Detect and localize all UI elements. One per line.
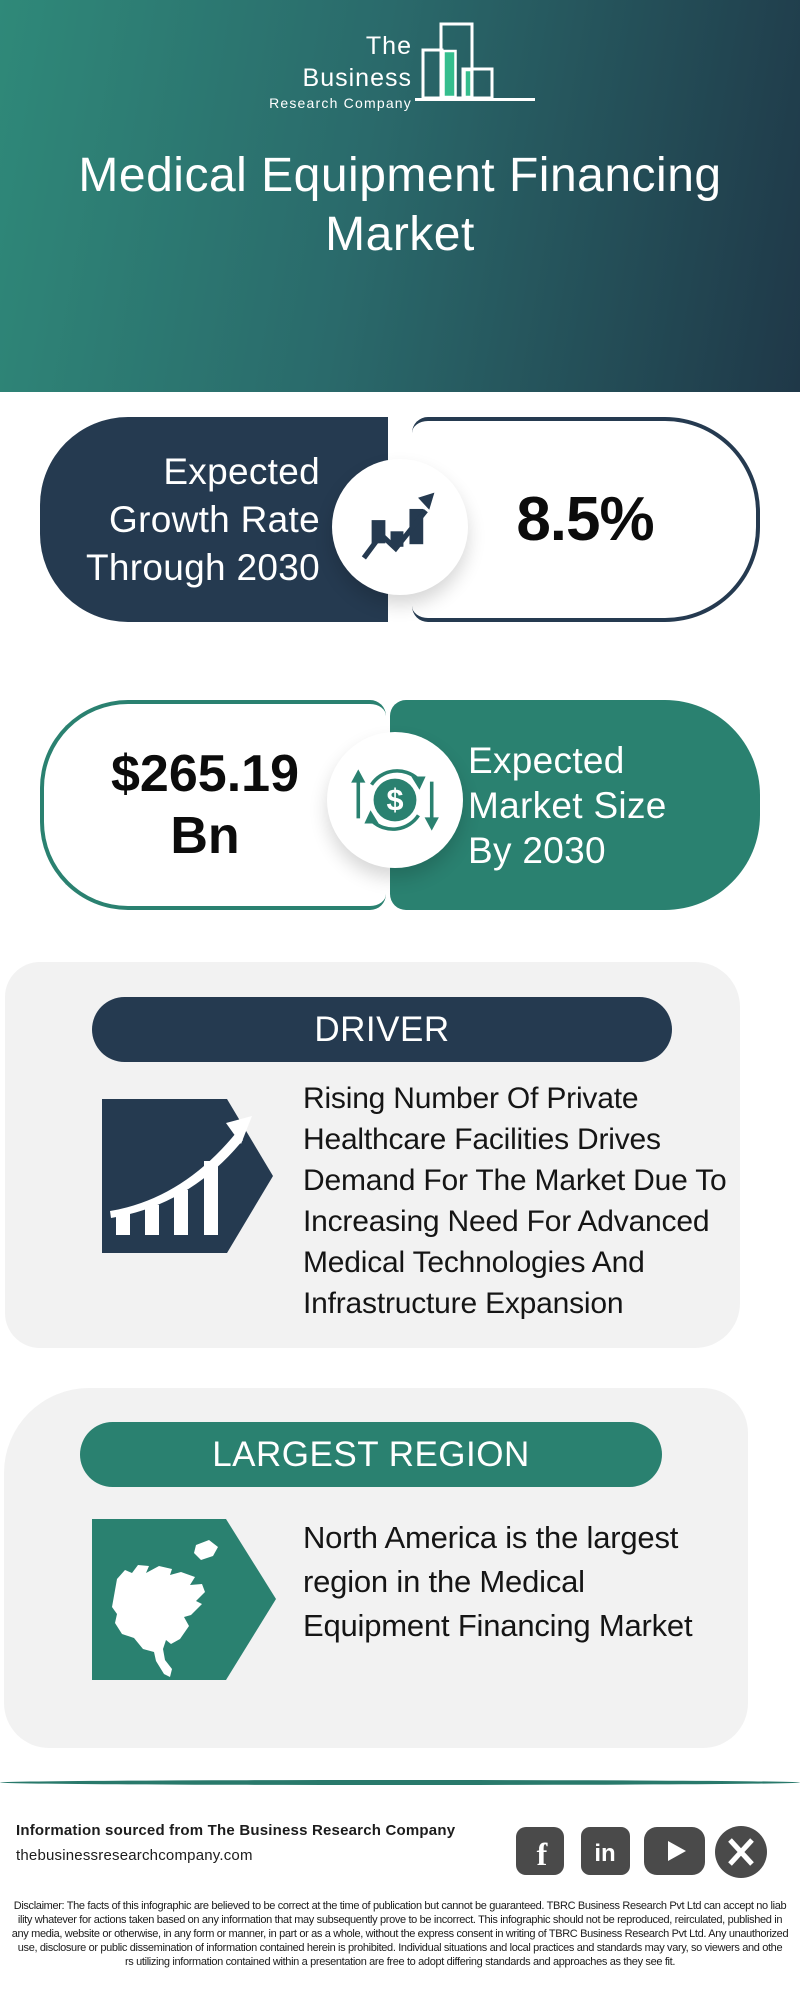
disclaimer-line2: ility whatever for actions taken based o…: [17, 1914, 783, 1926]
driver-description-line6: Infrastructure Expansion: [303, 1287, 624, 1320]
money-exchange-icon: $: [351, 769, 439, 831]
svg-text:$: $: [386, 783, 403, 817]
driver-description-line3: Demand For The Market Due To: [303, 1164, 727, 1197]
money-exchange-icon-circle: $: [327, 732, 463, 868]
growth-rate-value-pill: [412, 417, 760, 622]
footer-divider: [0, 1780, 800, 1785]
youtube-icon[interactable]: [644, 1827, 705, 1875]
linkedin-icon[interactable]: in ™: [581, 1827, 630, 1875]
largest-region-heading: LARGEST REGION: [212, 1434, 530, 1474]
page-title-line1: Medical Equipment Financing: [78, 149, 722, 202]
source-attribution: Information sourced from The Business Re…: [16, 1822, 456, 1839]
brand-name-line2: Research Company: [269, 95, 412, 111]
header-banner: The Business Research Company Medical Eq…: [0, 0, 800, 392]
source-website-link[interactable]: thebusinessresearchcompany.com: [16, 1847, 253, 1864]
disclaimer-text: Disclaimer: The facts of this infographi…: [5, 1899, 795, 1969]
market-size-value-pill: [40, 700, 386, 910]
market-size-label: Expected Market Size By 2030: [468, 700, 758, 910]
svg-text:™: ™: [623, 1867, 630, 1874]
x-twitter-icon[interactable]: [715, 1826, 767, 1878]
driver-heading: DRIVER: [314, 1009, 450, 1049]
brand-logo: The Business Research Company: [252, 30, 412, 112]
page-title-line2: Market: [325, 208, 475, 261]
disclaimer-line1: Disclaimer: The facts of this infographi…: [13, 1900, 787, 1912]
disclaimer-line5: rs utilizing information contained withi…: [124, 1956, 676, 1968]
growth-rate-label-line2: Growth Rate: [109, 498, 320, 540]
growth-rate-label-line3: Through 2030: [85, 546, 320, 588]
page-title: Medical Equipment Financing Market: [0, 146, 800, 264]
driver-heading-pill: DRIVER: [92, 997, 672, 1062]
growth-chart-icon: [361, 492, 435, 560]
svg-text:f: f: [537, 1836, 548, 1872]
market-size-value: $265.19 Bn: [60, 700, 350, 910]
largest-region-heading-pill: LARGEST REGION: [80, 1422, 662, 1487]
growth-rate-label-pill: [40, 417, 388, 622]
facebook-icon[interactable]: f: [516, 1827, 564, 1875]
market-size-label-line1: Expected: [468, 739, 625, 781]
disclaimer-line3: any media, website or otherwise, in any …: [11, 1928, 789, 1940]
market-size-value-line2: Bn: [170, 807, 240, 865]
market-size-label-line2: Market Size: [468, 784, 667, 826]
driver-description-line4: Increasing Need For Advanced: [303, 1205, 710, 1238]
market-size-value-line1: $265.19: [111, 745, 299, 803]
svg-text:in: in: [594, 1840, 615, 1867]
bar-growth-icon: [102, 1099, 273, 1253]
largest-region-description-line3: Equipment Financing Market: [303, 1608, 693, 1643]
growth-rate-value: 8.5%: [516, 485, 654, 554]
driver-description: Rising Number Of Private Healthcare Faci…: [303, 1078, 753, 1324]
market-size-label-line3: By 2030: [468, 829, 606, 871]
driver-description-line1: Rising Number Of Private: [303, 1082, 639, 1115]
north-america-map-icon: [92, 1519, 276, 1680]
brand-bar-chart-icon: [415, 22, 535, 101]
brand-name-line1: The Business: [302, 32, 412, 92]
disclaimer-line4: use, disclosure or public dissemination …: [17, 1942, 783, 1954]
driver-description-line2: Healthcare Facilities Drives: [303, 1123, 661, 1156]
largest-region-description-line1: North America is the largest: [303, 1520, 679, 1555]
driver-description-line5: Medical Technologies And: [303, 1246, 645, 1279]
growth-rate-label-line1: Expected: [163, 450, 320, 492]
growth-rate-label: Expected Growth Rate Through 2030: [40, 417, 320, 622]
growth-chart-icon-circle: [332, 459, 468, 595]
largest-region-description: North America is the largest region in t…: [303, 1516, 753, 1648]
largest-region-description-line2: region in the Medical: [303, 1564, 585, 1599]
